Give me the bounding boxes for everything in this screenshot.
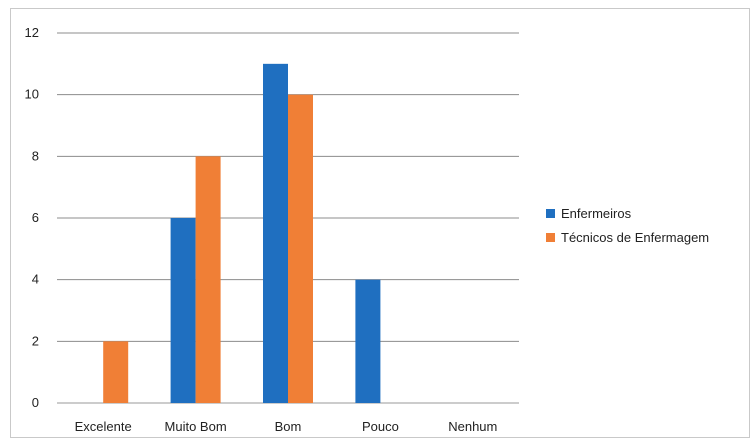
x-axis-ticks: Excelente Muito Bom Bom Pouco Nenhum	[75, 419, 498, 434]
y-tick-label: 6	[32, 210, 39, 225]
legend-label: Enfermeiros	[561, 206, 632, 221]
legend-swatch	[546, 233, 555, 242]
x-tick-label: Pouco	[362, 419, 399, 434]
legend-swatch	[546, 209, 555, 218]
y-tick-label: 4	[32, 272, 39, 287]
x-tick-label: Nenhum	[448, 419, 497, 434]
bar-enfermeiros-muito-bom	[170, 218, 196, 403]
bar-técnicos-de-enfermagem-bom	[288, 94, 313, 404]
y-tick-label: 0	[32, 395, 39, 410]
bar-enfermeiros-pouco	[355, 279, 381, 403]
legend-label: Técnicos de Enfermagem	[561, 230, 709, 245]
legend: Enfermeiros Técnicos de Enfermagem	[546, 206, 709, 245]
bar-técnicos-de-enfermagem-excelente	[103, 341, 129, 403]
y-tick-label: 8	[32, 148, 39, 163]
bar-enfermeiros-bom	[263, 63, 288, 403]
x-tick-label: Excelente	[75, 419, 132, 434]
bar-técnicos-de-enfermagem-muito-bom	[195, 156, 221, 403]
y-tick-label: 10	[25, 87, 39, 102]
y-tick-label: 2	[32, 333, 39, 348]
y-tick-label: 12	[25, 25, 39, 40]
y-axis-ticks: 0 2 4 6 8 10 12	[25, 25, 39, 410]
bars	[103, 63, 381, 404]
x-tick-label: Muito Bom	[165, 419, 227, 434]
x-tick-label: Bom	[275, 419, 302, 434]
